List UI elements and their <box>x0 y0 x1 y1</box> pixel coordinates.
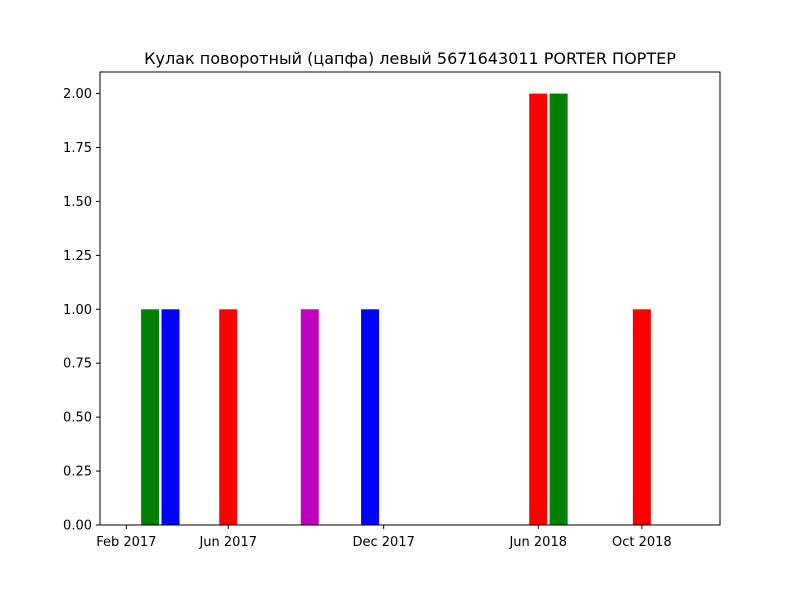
bar-7 <box>632 309 651 525</box>
bar-3 <box>300 309 319 525</box>
y-axis: 0.00 0.25 0.50 0.75 1.00 1.25 1.50 1.75 2.00 <box>63 87 100 534</box>
x-axis: Feb 2017 Jun 2017 Dec 2017 Jun 2018 Oct 2018 <box>96 525 672 550</box>
y-tick-label: 1.75 <box>63 141 92 156</box>
y-tick-label: 2.00 <box>63 87 92 102</box>
x-tick-label: Jun 2018 <box>508 535 567 550</box>
y-tick-label: 0.75 <box>63 357 92 372</box>
y-tick-label: 0.00 <box>63 519 92 534</box>
y-tick-label: 1.00 <box>63 303 92 318</box>
x-tick-label: Feb 2017 <box>96 535 156 550</box>
x-tick-label: Dec 2017 <box>352 535 414 550</box>
chart-title: Кулак поворотный (цапфа) левый 567164301… <box>144 49 676 68</box>
bar-2 <box>219 309 238 525</box>
bars-group <box>141 93 651 526</box>
bar-1 <box>161 309 180 525</box>
bar-4 <box>361 309 380 525</box>
plot-frame <box>99 71 721 526</box>
y-tick-label: 0.50 <box>63 411 92 426</box>
bar-6 <box>549 93 568 526</box>
bar-5 <box>529 93 548 526</box>
y-tick-label: 1.50 <box>63 195 92 210</box>
bar-0 <box>141 309 160 525</box>
y-tick-label: 1.25 <box>63 249 92 264</box>
x-tick-label: Jun 2017 <box>198 535 257 550</box>
x-tick-label: Oct 2018 <box>612 535 672 550</box>
y-tick-label: 0.25 <box>63 465 92 480</box>
